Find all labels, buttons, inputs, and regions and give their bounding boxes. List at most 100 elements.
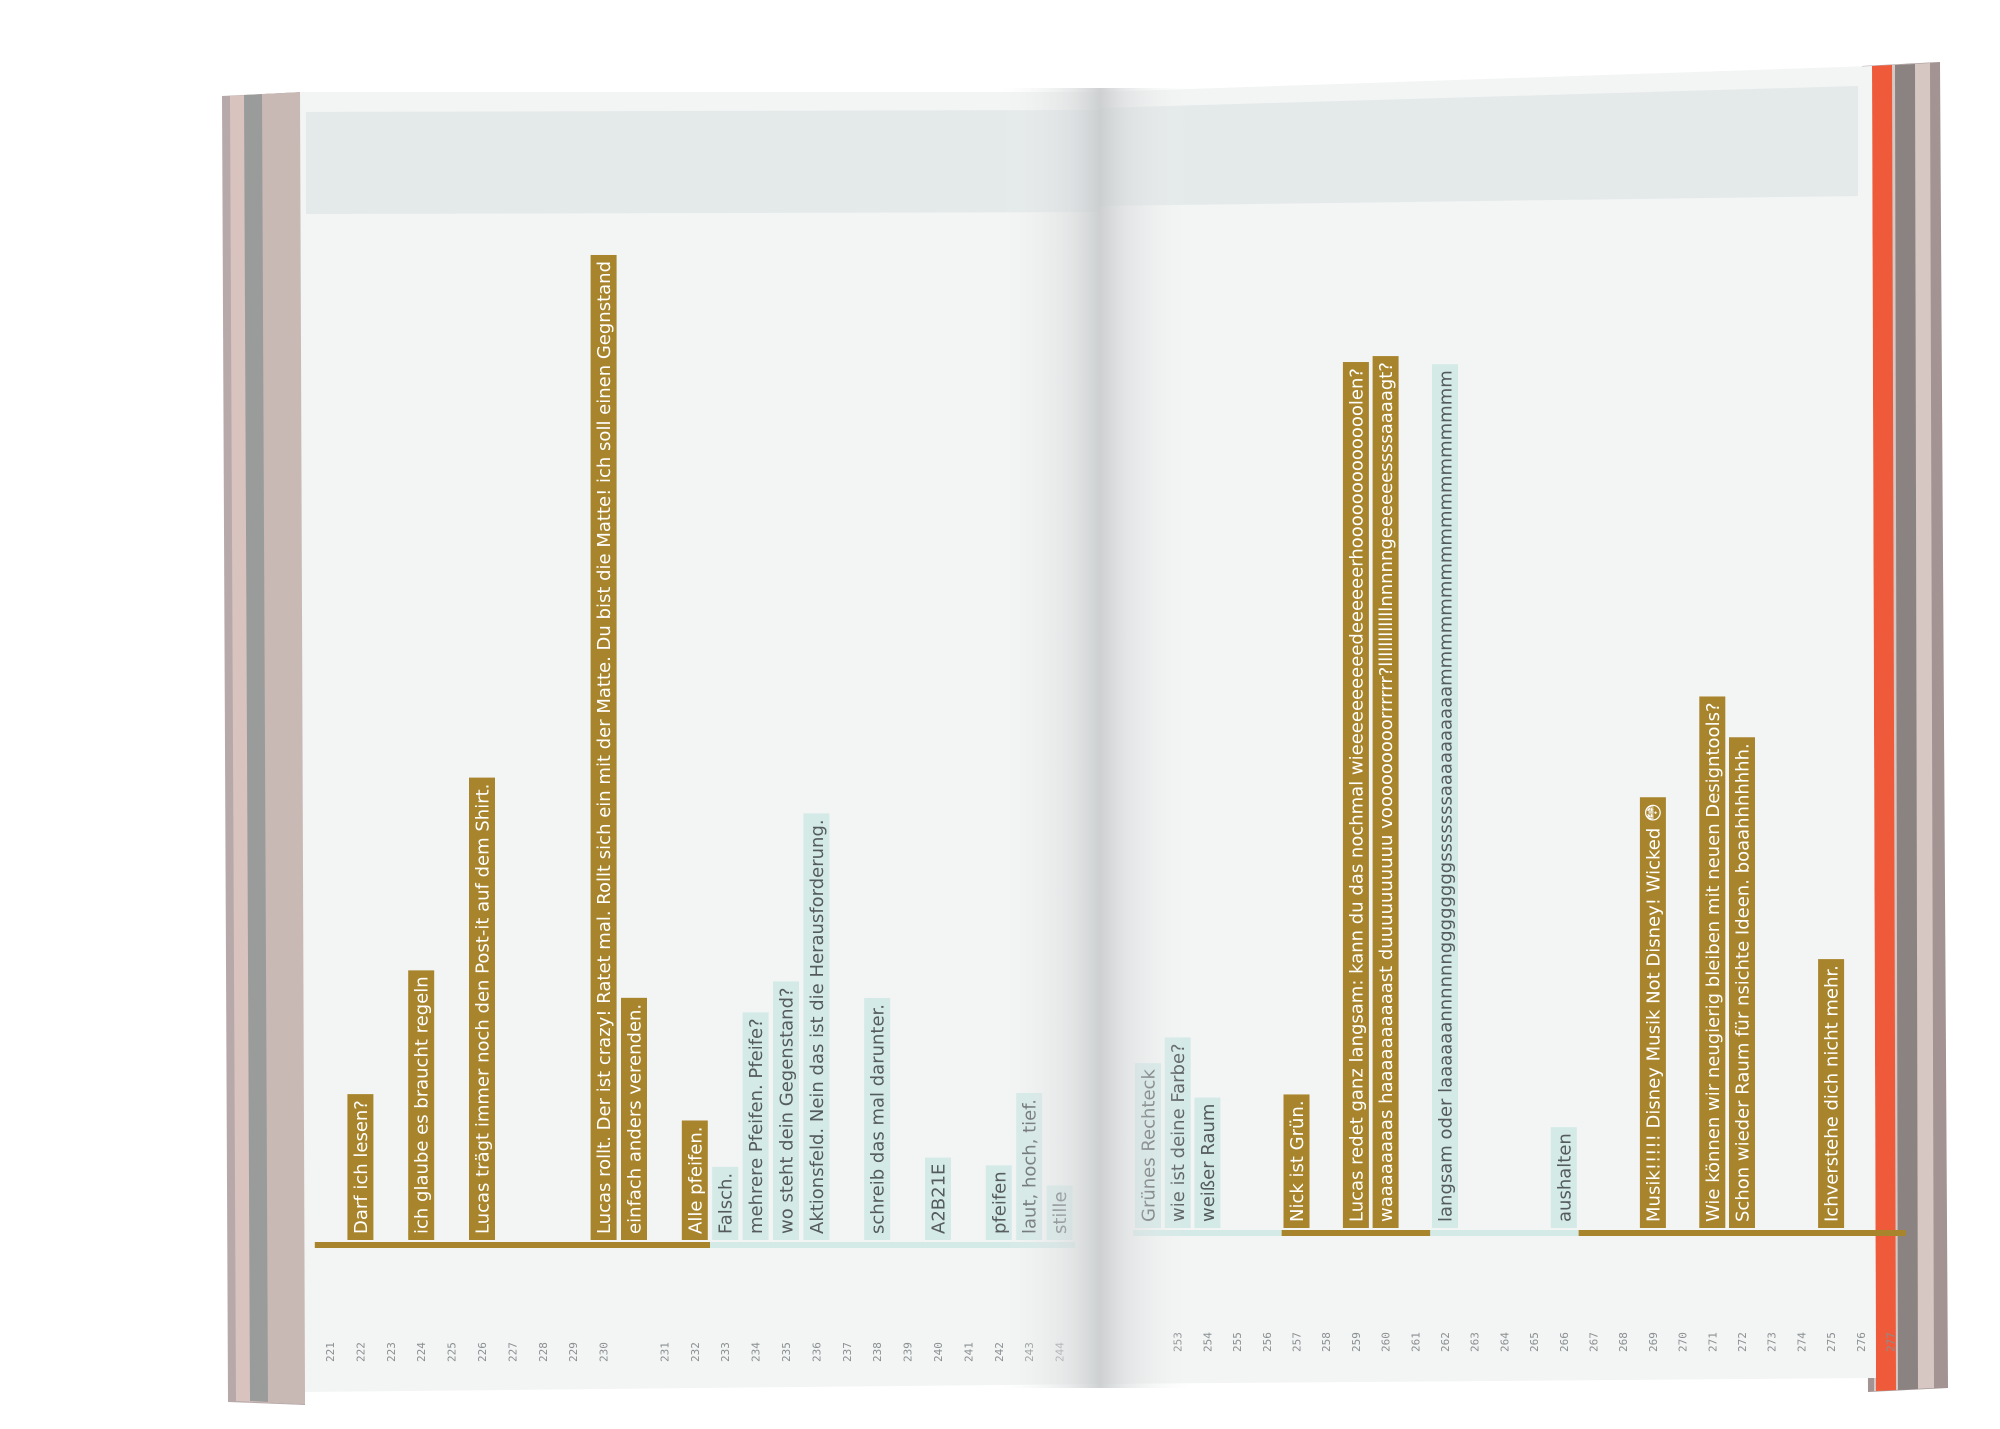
baseline-segment xyxy=(862,1242,893,1248)
bar xyxy=(1342,362,1369,1228)
baseline-segment xyxy=(1638,1230,1669,1236)
baseline-segment xyxy=(1756,1230,1788,1236)
line-number: 268 xyxy=(1617,1332,1630,1352)
baseline-segment xyxy=(1578,1230,1609,1236)
bar-label: Musik!!!!! Disney Musik Not Disney! Wick… xyxy=(1643,803,1664,1222)
baseline-segment xyxy=(710,1242,741,1248)
bar xyxy=(742,1012,769,1240)
line-number: 255 xyxy=(1231,1332,1244,1352)
line-number: 234 xyxy=(750,1342,763,1362)
bar-label: Aktionsfeld. Nein das ist die Herausford… xyxy=(807,819,828,1234)
baseline-segment xyxy=(1697,1230,1728,1236)
line-number: 272 xyxy=(1736,1332,1749,1352)
baseline-segment xyxy=(1667,1230,1698,1236)
line-number: 223 xyxy=(385,1342,398,1362)
baseline-segment xyxy=(406,1242,437,1248)
text-bar: Nick ist Grün. xyxy=(1283,1094,1310,1228)
bar-label: Falsch. xyxy=(716,1173,737,1234)
baseline-segment xyxy=(1400,1230,1431,1236)
text-bar: A2B21E xyxy=(925,1157,951,1240)
bar xyxy=(773,981,799,1240)
baseline-segment xyxy=(1786,1230,1817,1236)
bar xyxy=(681,1120,708,1240)
line-number: 225 xyxy=(446,1342,459,1362)
bar xyxy=(621,997,647,1240)
bar-label: Ichverstehe dich nicht mehr. xyxy=(1822,965,1843,1222)
line-number: 276 xyxy=(1855,1332,1868,1352)
baseline-segment xyxy=(558,1242,589,1248)
left-page xyxy=(300,92,1100,1392)
line-number: 227 xyxy=(506,1342,519,1362)
line-number: 273 xyxy=(1766,1332,1779,1352)
right-page-edges xyxy=(1862,62,1948,1392)
line-number: 271 xyxy=(1706,1332,1719,1352)
line-number: 266 xyxy=(1558,1332,1571,1352)
bar xyxy=(803,813,830,1240)
text-bar: Lucas trägt immer noch den Post-it auf d… xyxy=(469,777,495,1240)
baseline-segment xyxy=(1459,1230,1491,1236)
line-number: 269 xyxy=(1647,1332,1660,1352)
baseline-segment xyxy=(1489,1230,1520,1236)
bar-label: aushalten xyxy=(1554,1133,1575,1222)
bar xyxy=(469,777,495,1240)
bar xyxy=(1699,696,1726,1228)
line-number: 238 xyxy=(871,1342,884,1362)
bar-label: mehrere Pfeifen. Pfeife? xyxy=(746,1018,767,1234)
line-number: 241 xyxy=(962,1342,975,1362)
bar xyxy=(1729,737,1755,1228)
line-number: 222 xyxy=(354,1342,367,1362)
line-number: 257 xyxy=(1291,1332,1304,1352)
line-number: 264 xyxy=(1498,1332,1511,1352)
line-number: 233 xyxy=(719,1342,732,1362)
baseline-segment xyxy=(314,1242,346,1248)
baseline-segment xyxy=(983,1242,1015,1248)
baseline-segment xyxy=(345,1242,377,1248)
baseline-segment xyxy=(1608,1230,1639,1236)
bar-label: Nick ist Grün. xyxy=(1287,1100,1308,1222)
text-bar: weißer Raum xyxy=(1194,1097,1221,1228)
bar-label: Schon wieder Raum für nsichte Ideen. boa… xyxy=(1733,743,1754,1222)
line-number: 226 xyxy=(476,1342,489,1362)
line-number: 277 xyxy=(1885,1332,1898,1352)
bar xyxy=(1194,1097,1221,1228)
bar xyxy=(712,1166,739,1240)
line-number: 229 xyxy=(567,1342,580,1362)
text-bar: Aktionsfeld. Nein das ist die Herausford… xyxy=(803,813,830,1240)
bar xyxy=(1818,959,1845,1228)
bar xyxy=(1550,1127,1577,1228)
text-bar: Musik!!!!! Disney Musik Not Disney! Wick… xyxy=(1639,797,1666,1228)
bar-label: weißer Raum xyxy=(1198,1104,1219,1222)
bar-label: schreib das mal darunter. xyxy=(868,1004,889,1234)
line-number: 274 xyxy=(1795,1332,1808,1352)
text-bar: Lucas redet ganz langsam: kann du das no… xyxy=(1342,362,1369,1228)
baseline-segment xyxy=(1430,1230,1461,1236)
line-number: 260 xyxy=(1380,1332,1393,1352)
line-number: 261 xyxy=(1409,1332,1422,1352)
line-number: 224 xyxy=(415,1342,428,1362)
line-number: 235 xyxy=(780,1342,793,1362)
line-number: 240 xyxy=(932,1342,945,1362)
bar-label: waaaaaaaas haaaaaaaaaast duuuuuuuuuu voo… xyxy=(1376,362,1397,1222)
line-number: 230 xyxy=(598,1342,611,1362)
text-bar: aushalten xyxy=(1550,1127,1577,1228)
text-bar: schreib das mal darunter. xyxy=(864,997,891,1240)
right-page xyxy=(1100,66,1876,1384)
line-number: 275 xyxy=(1825,1332,1838,1352)
bar-label: einfach anders verenden. xyxy=(625,1004,646,1234)
baseline-segment xyxy=(466,1242,498,1248)
baseline-segment xyxy=(1281,1230,1312,1236)
bar-label: ich glaube es braucht regeln xyxy=(412,976,433,1234)
baseline-segment xyxy=(436,1242,468,1248)
bar-chart-layer: Darf ich lesen? ich glaube es braucht reg… xyxy=(314,254,1906,1248)
text-bar: Alle pfeifen. xyxy=(681,1120,708,1240)
baseline-segment xyxy=(1341,1230,1372,1236)
text-bar: ich glaube es braucht regeln xyxy=(408,970,435,1240)
baseline-segment xyxy=(1875,1230,1906,1236)
line-number: 231 xyxy=(658,1342,671,1362)
line-number: 254 xyxy=(1201,1332,1214,1352)
text-bar: langsam oder laaaaaannnnnnggggggggssssss… xyxy=(1432,364,1458,1228)
text-bar: Falsch. xyxy=(712,1166,739,1240)
line-number: 263 xyxy=(1469,1332,1482,1352)
